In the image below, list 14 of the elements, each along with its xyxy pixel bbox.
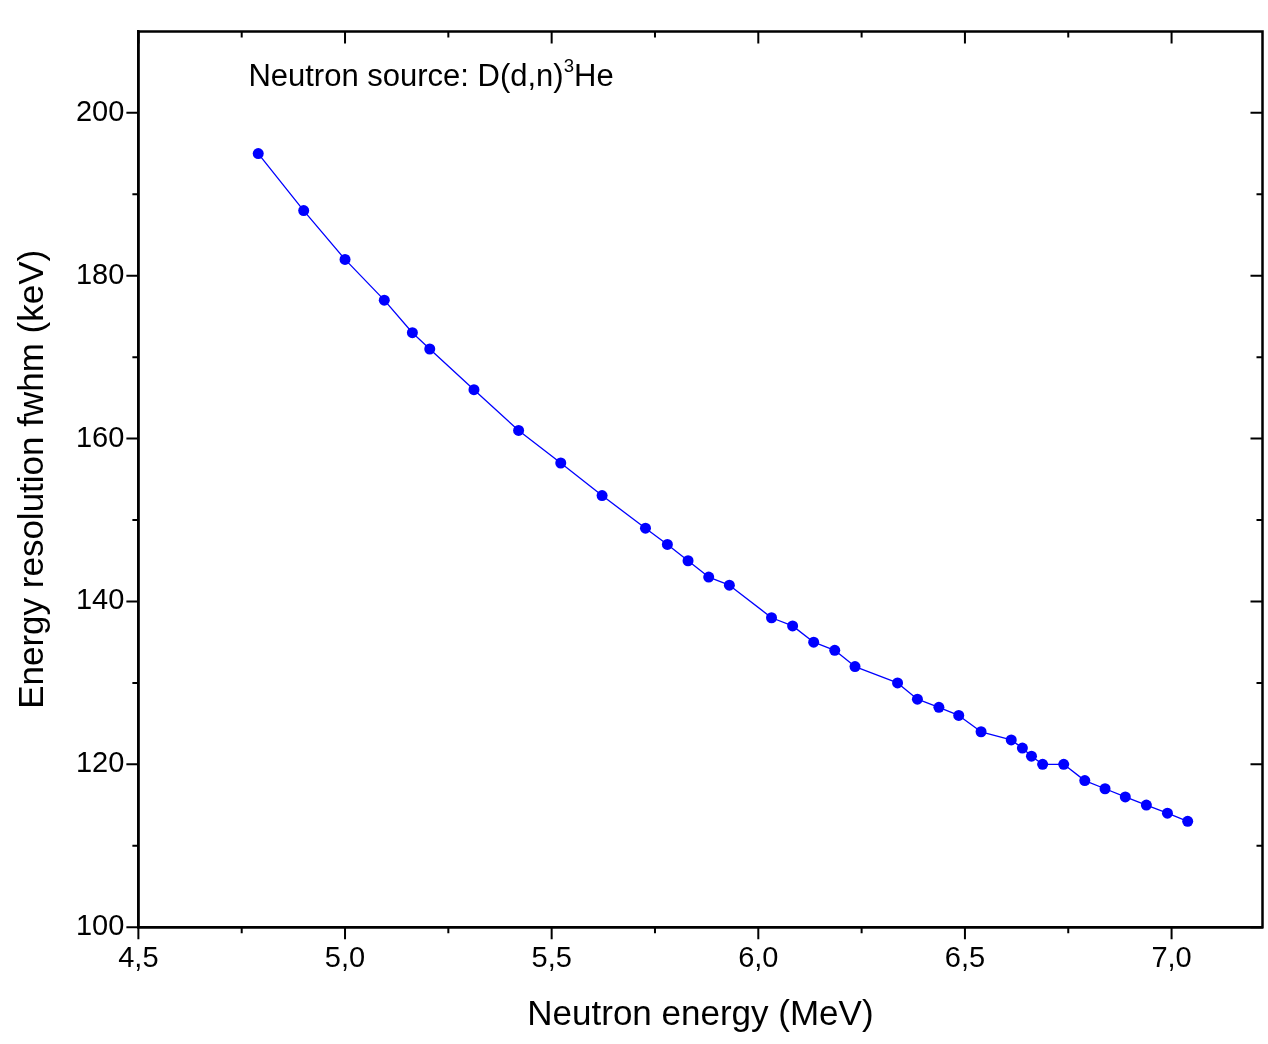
- x-tick-label: 7,0: [1151, 940, 1192, 973]
- y-tick-label: 200: [75, 94, 125, 127]
- x-tick-label: 5,5: [531, 940, 572, 973]
- x-axis-title: Neutron energy (MeV): [527, 992, 874, 1032]
- x-tick-label: 5,0: [324, 940, 366, 973]
- y-tick-label: 180: [75, 257, 125, 290]
- y-axis-title: Energy resolution fwhm (keV): [10, 249, 50, 709]
- x-tick-label: 4,5: [118, 940, 159, 973]
- y-tick-label: 160: [75, 420, 125, 453]
- y-tick-label: 120: [75, 746, 125, 779]
- y-tick-label: 100: [75, 909, 125, 942]
- x-tick-label: 6,5: [944, 940, 986, 973]
- x-tick-label: 6,0: [738, 940, 779, 973]
- y-tick-label: 140: [75, 583, 125, 616]
